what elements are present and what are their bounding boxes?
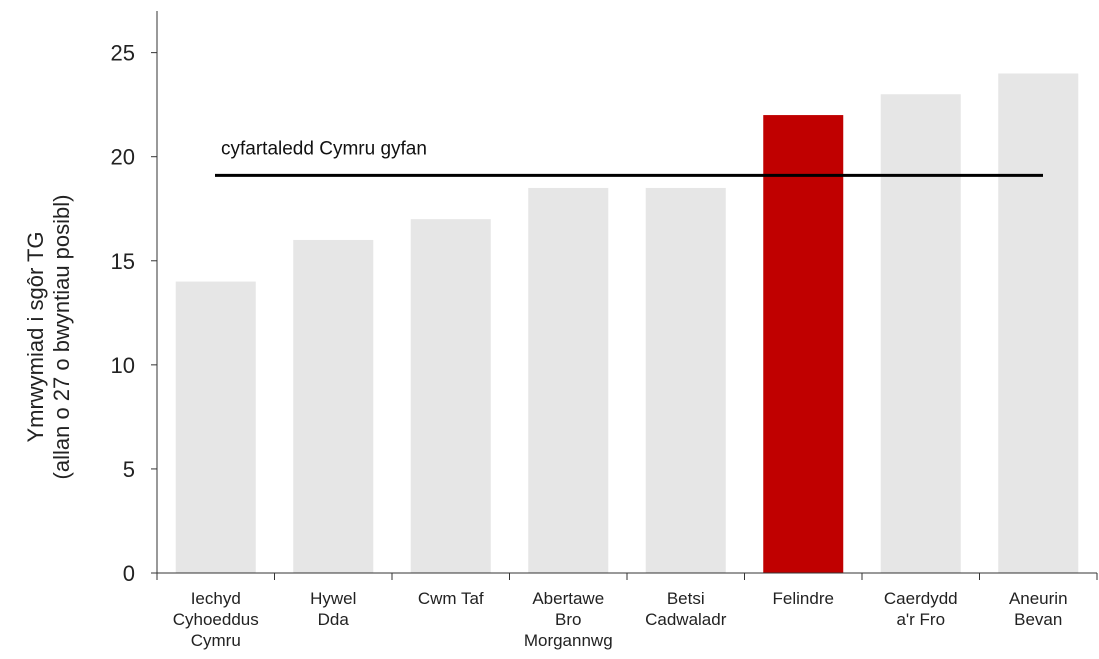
x-tick-label-line: Abertawe bbox=[532, 589, 604, 608]
x-tick-label-line: Bro bbox=[555, 610, 581, 629]
x-tick-label-line: Betsi bbox=[667, 589, 705, 608]
x-tick-label-line: Cadwaladr bbox=[645, 610, 727, 629]
x-tick-label-line: Iechyd bbox=[191, 589, 241, 608]
y-tick-label: 5 bbox=[123, 457, 135, 482]
y-axis-label-line: Ymrwymiad i sgôr TG bbox=[23, 231, 48, 442]
bar bbox=[528, 187, 609, 574]
y-axis-title: Ymrwymiad i sgôr TG(allan o 27 o bwyntia… bbox=[23, 195, 74, 480]
x-tick-label-line: Caerdydd bbox=[884, 589, 958, 608]
x-tick-label-line: Aneurin bbox=[1009, 589, 1068, 608]
bar bbox=[998, 73, 1079, 573]
y-tick-label: 0 bbox=[123, 561, 135, 586]
x-tick-label: Betsi Cadwaladr bbox=[645, 589, 727, 629]
x-tick-label: Cwm Taf bbox=[418, 589, 484, 608]
x-tick-label-line: Cymru bbox=[191, 631, 241, 650]
bars-layer bbox=[175, 73, 1079, 574]
x-tick-label-line: a'r Fro bbox=[896, 610, 945, 629]
y-axis-label-line: (allan o 27 o bwyntiau posibl) bbox=[49, 195, 74, 480]
x-tick-label: Iechyd Cyhoeddus Cymru bbox=[173, 589, 259, 650]
y-tick-label: 15 bbox=[111, 249, 135, 274]
x-tick-label-line: Cwm Taf bbox=[418, 589, 484, 608]
bar bbox=[645, 187, 726, 574]
y-axis-label: Ymrwymiad i sgôr TG(allan o 27 o bwyntia… bbox=[23, 195, 74, 480]
x-tick-label-line: Felindre bbox=[773, 589, 834, 608]
bar bbox=[763, 115, 844, 574]
x-tick-label-line: Hywel bbox=[310, 589, 356, 608]
reference-line-layer: cyfartaledd Cymru gyfan bbox=[215, 138, 1043, 177]
x-tick-label: Caerdydd a'r Fro bbox=[884, 589, 958, 629]
bar bbox=[410, 219, 491, 574]
x-tick-label-line: Morgannwg bbox=[524, 631, 613, 650]
axes-layer: 0 5 10 15 20 25 Iechyd Cyhoeddus Cymru Hywel Dda Cw… bbox=[111, 11, 1098, 650]
x-tick-label: Hywel Dda bbox=[310, 589, 356, 629]
x-tick-label: Aneurin Bevan bbox=[1009, 589, 1068, 629]
y-tick-label: 10 bbox=[111, 353, 135, 378]
y-tick-label: 25 bbox=[111, 41, 135, 66]
reference-line-label: cyfartaledd Cymru gyfan bbox=[221, 138, 427, 159]
x-tick-label-line: Bevan bbox=[1014, 610, 1062, 629]
x-tick-label-line: Dda bbox=[318, 610, 350, 629]
bar bbox=[880, 94, 961, 573]
x-tick-label-line: Cyhoeddus bbox=[173, 610, 259, 629]
bar bbox=[293, 239, 374, 574]
x-tick-label: Felindre bbox=[773, 589, 834, 608]
bar bbox=[175, 281, 256, 573]
y-tick-label: 20 bbox=[111, 145, 135, 170]
x-tick-label: Abertawe Bro Morgannwg bbox=[524, 589, 613, 650]
